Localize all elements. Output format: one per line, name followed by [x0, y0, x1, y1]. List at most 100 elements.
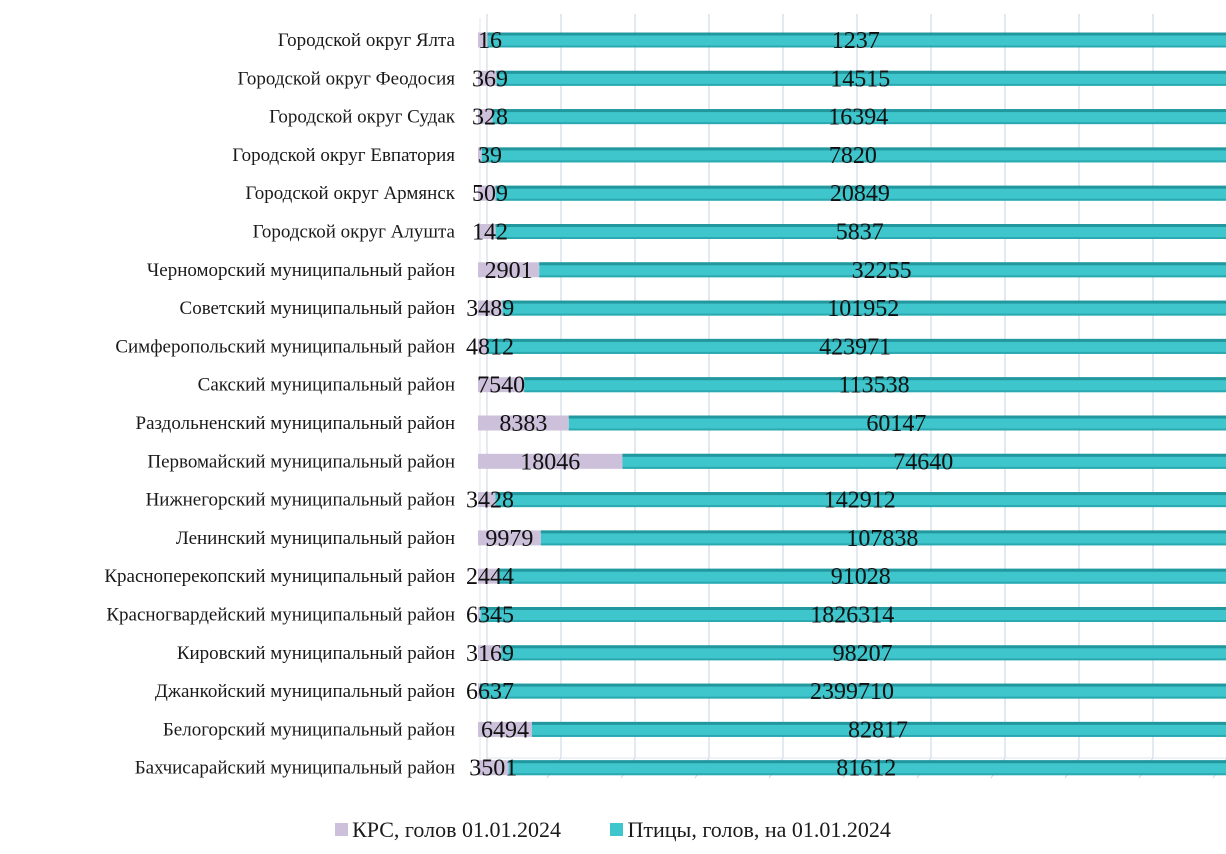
bar-birds-top [568, 415, 1226, 419]
value-label-birds: 60147 [866, 411, 926, 437]
bar-birds-top [524, 377, 1226, 381]
bar-crs [478, 683, 481, 699]
bar-birds [495, 492, 1226, 508]
bar-crs [478, 377, 525, 393]
bar-crs [478, 185, 496, 201]
legend-item-birds[interactable]: Птицы, голов, на 01.01.2024 [610, 817, 891, 843]
value-label-crs: 16 [478, 28, 502, 54]
bar-birds [540, 530, 1226, 546]
bar-birds-bottom [531, 734, 1226, 737]
bar-crs [478, 70, 497, 86]
bar-birds-bottom [481, 160, 1226, 163]
value-label-crs: 369 [472, 66, 508, 92]
value-labels: 16 1237 369 14515 328 16394 39 7820 509 20849 142 5… [466, 28, 953, 782]
bar-birds-top [480, 607, 1226, 610]
bar-birds-top [501, 645, 1226, 649]
value-label-birds: 74640 [893, 449, 953, 475]
value-label-crs: 4812 [466, 334, 514, 360]
bar-birds-top [622, 453, 1226, 457]
value-label-birds: 7820 [829, 143, 877, 169]
value-label-crs: 18046 [520, 449, 580, 475]
bar-birds [495, 224, 1226, 239]
value-label-crs: 3489 [466, 296, 514, 322]
legend-swatch-crs [335, 823, 349, 836]
bar-birds-top [495, 492, 1226, 496]
bar-crs [478, 607, 481, 622]
bar-crs [478, 721, 532, 737]
bar-birds-top [508, 760, 1226, 764]
value-label-crs: 6494 [481, 717, 529, 743]
value-label-crs: 509 [472, 181, 508, 207]
bar-birds-bottom [480, 620, 1226, 622]
legend-swatch-birds [610, 823, 624, 836]
bar-birds-top [502, 300, 1226, 304]
bar-birds-top [486, 338, 1226, 342]
bar-crs [478, 109, 493, 125]
bar-birds-top [497, 568, 1226, 572]
value-label-birds: 32255 [852, 258, 912, 284]
bar-birds [480, 607, 1226, 622]
bar-birds-top [481, 147, 1226, 151]
value-label-birds: 98207 [833, 641, 893, 667]
bar-birds-top [539, 262, 1226, 266]
category-label: Городской округ Алушта [253, 222, 456, 243]
category-label: Красногвардейский муниципальный район [106, 605, 455, 626]
bar-birds-bottom [524, 390, 1226, 393]
value-label-crs: 7540 [477, 373, 525, 399]
bar-birds-bottom [540, 543, 1226, 546]
bar-crs [478, 32, 488, 48]
bar-birds-top [487, 32, 1226, 36]
bar-birds-bottom [501, 658, 1226, 661]
bar-birds [486, 338, 1226, 354]
value-label-crs: 142 [472, 220, 508, 246]
value-label-crs: 3169 [466, 641, 514, 667]
bar-birds-bottom [496, 83, 1226, 86]
value-label-birds: 81612 [836, 756, 896, 782]
legend-label-crs: КРС, голов 01.01.2024 [352, 817, 561, 842]
bar-birds [568, 415, 1226, 431]
bar-birds [480, 683, 1226, 699]
bar-birds-bottom [622, 466, 1226, 469]
category-label: Ленинский муниципальный район [176, 528, 455, 549]
value-label-birds: 82817 [848, 717, 908, 743]
value-label-crs: 2901 [485, 258, 533, 284]
value-label-crs: 8383 [499, 411, 547, 437]
category-label: Городской округ Судак [269, 107, 456, 128]
bar-birds [622, 453, 1226, 469]
value-label-crs: 9979 [485, 526, 533, 552]
legend: КРС, голов 01.01.2024 Птицы, голов, на 0… [0, 817, 1226, 843]
bar-birds-top [495, 185, 1226, 189]
value-label-birds: 14515 [830, 66, 890, 92]
value-label-birds: 101952 [827, 296, 899, 322]
bar-birds [495, 185, 1226, 201]
bar-birds-top [495, 224, 1226, 227]
category-label: Кировский муниципальный район [177, 643, 455, 664]
bar-birds [539, 262, 1226, 278]
category-label: Белогорский муниципальный район [163, 719, 455, 740]
bar-crs [478, 338, 487, 354]
bar-birds [492, 109, 1226, 125]
category-label: Сакский муниципальный район [198, 375, 455, 396]
bar-birds-bottom [492, 122, 1226, 125]
bar-birds-bottom [495, 198, 1226, 201]
bar-crs [478, 530, 541, 546]
category-label: Городской округ Евпатория [232, 145, 455, 166]
bar-crs [478, 224, 496, 239]
bar-crs [478, 568, 498, 584]
bar-birds [501, 645, 1226, 661]
value-label-crs: 3501 [469, 756, 517, 782]
bar-crs [478, 645, 502, 661]
bar-birds-bottom [495, 505, 1226, 508]
value-label-birds: 5837 [836, 220, 884, 246]
bar-crs [478, 415, 569, 431]
value-label-crs: 39 [478, 143, 502, 169]
value-label-crs: 2444 [466, 564, 514, 590]
bars [478, 32, 1226, 776]
bar-birds [508, 760, 1226, 776]
value-label-crs: 328 [472, 105, 508, 131]
value-label-birds: 20849 [830, 181, 890, 207]
bar-birds-bottom [539, 275, 1226, 278]
bar-birds-top [480, 683, 1226, 687]
legend-item-crs[interactable]: КРС, голов 01.01.2024 [335, 817, 561, 843]
